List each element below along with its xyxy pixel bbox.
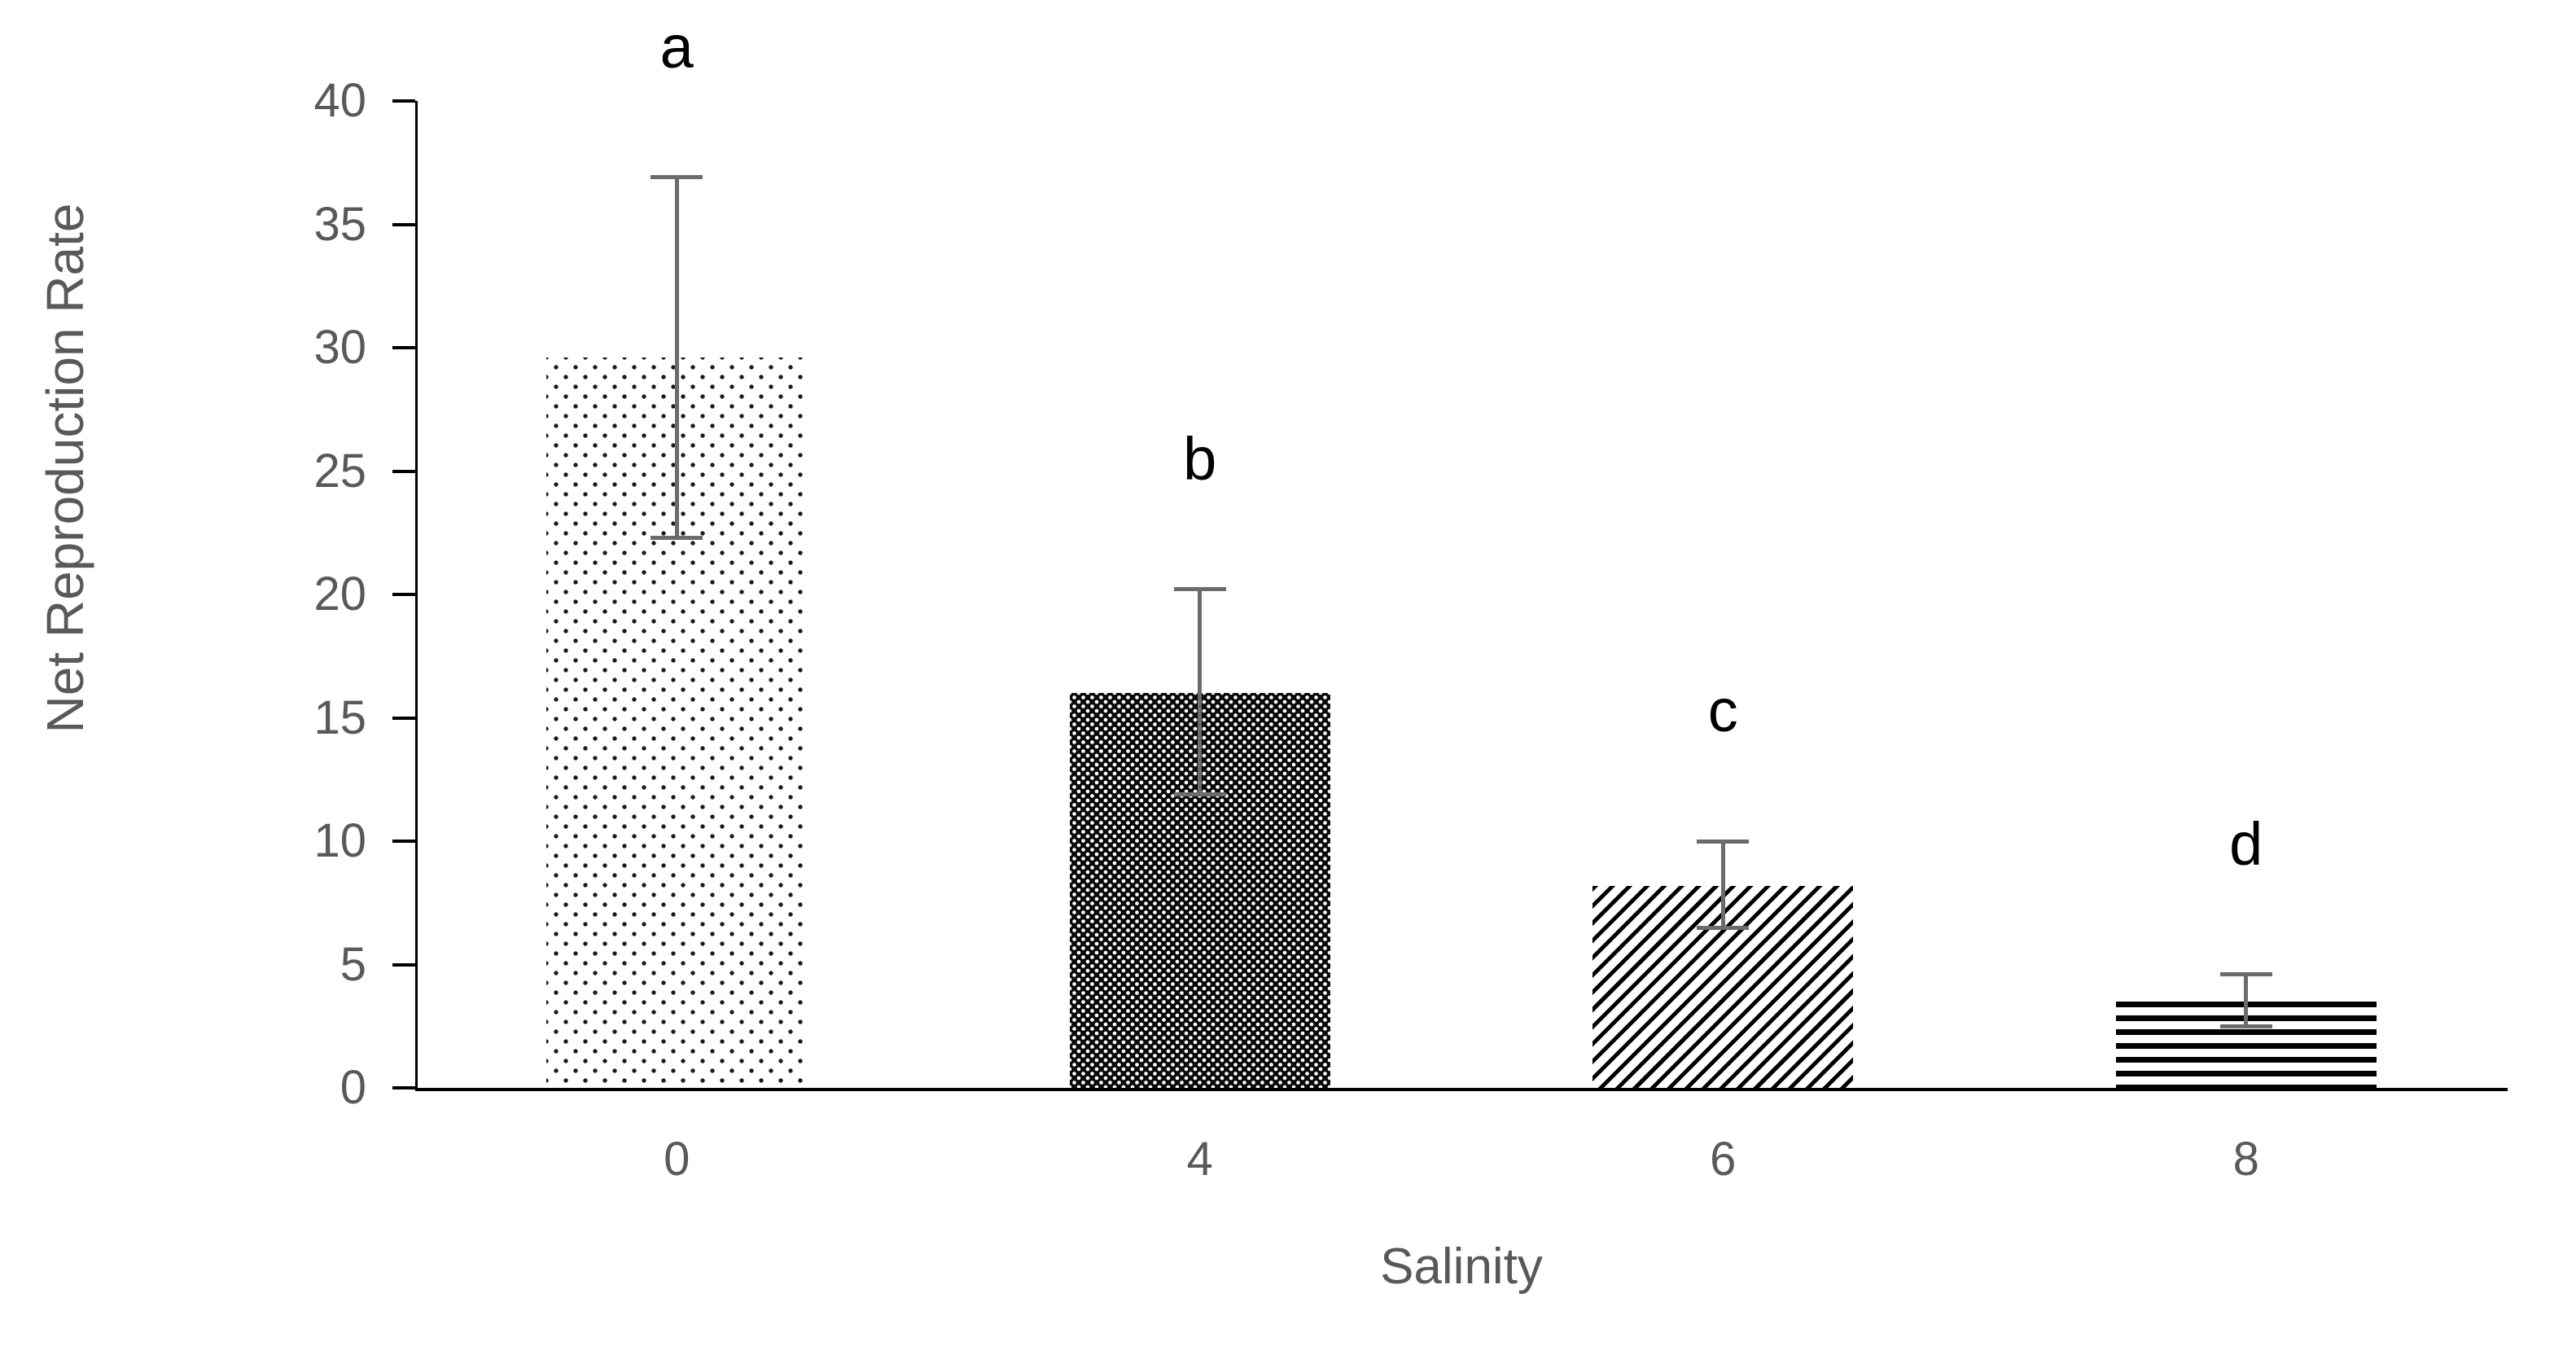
error-bar-line	[1198, 589, 1203, 795]
x-tick-label: 8	[2232, 1133, 2259, 1186]
error-bar-cap-bottom	[1697, 925, 1750, 930]
y-tick-mark	[392, 469, 415, 473]
error-bar-cap-top	[2219, 972, 2272, 977]
y-tick-label: 0	[340, 1061, 366, 1114]
error-bar-cap-bottom	[1173, 791, 1226, 796]
y-tick-label: 30	[313, 321, 366, 374]
y-tick-label: 15	[313, 691, 366, 744]
error-bar-cap-top	[651, 175, 703, 180]
error-bar-cap-top	[1173, 587, 1226, 592]
x-tick-label: 6	[1710, 1133, 1737, 1186]
y-tick-label: 40	[313, 74, 366, 127]
y-tick-mark	[392, 962, 415, 967]
y-tick-mark	[392, 593, 415, 596]
error-bar-line	[2244, 974, 2249, 1027]
x-tick-label: 0	[664, 1133, 690, 1186]
y-tick-label: 25	[313, 444, 366, 498]
y-tick-mark	[392, 346, 415, 349]
y-tick-label: 5	[340, 937, 366, 991]
error-bar-line	[674, 177, 679, 538]
significance-letter: a	[659, 12, 694, 81]
y-tick-mark	[392, 1086, 415, 1090]
significance-letter: d	[2229, 809, 2263, 878]
error-bar-cap-top	[1697, 839, 1750, 844]
y-axis-title: Net Reproduction Rate	[36, 203, 94, 734]
y-tick-mark	[392, 840, 415, 843]
error-bar-line	[1720, 841, 1725, 928]
x-axis-title: Salinity	[1380, 1239, 1543, 1295]
y-tick-label: 20	[313, 568, 366, 620]
y-tick-label: 10	[313, 814, 366, 867]
y-tick-mark	[392, 99, 415, 103]
y-tick-label: 35	[313, 197, 366, 251]
error-bar-cap-bottom	[2219, 1024, 2272, 1028]
error-bar-cap-bottom	[651, 535, 703, 540]
x-axis-line	[415, 1088, 2508, 1091]
y-axis-line	[415, 101, 418, 1088]
significance-letter: b	[1183, 424, 1217, 493]
y-tick-mark	[392, 716, 415, 720]
x-tick-label: 4	[1186, 1133, 1213, 1186]
significance-letter: c	[1707, 677, 1738, 744]
y-tick-mark	[392, 222, 415, 226]
